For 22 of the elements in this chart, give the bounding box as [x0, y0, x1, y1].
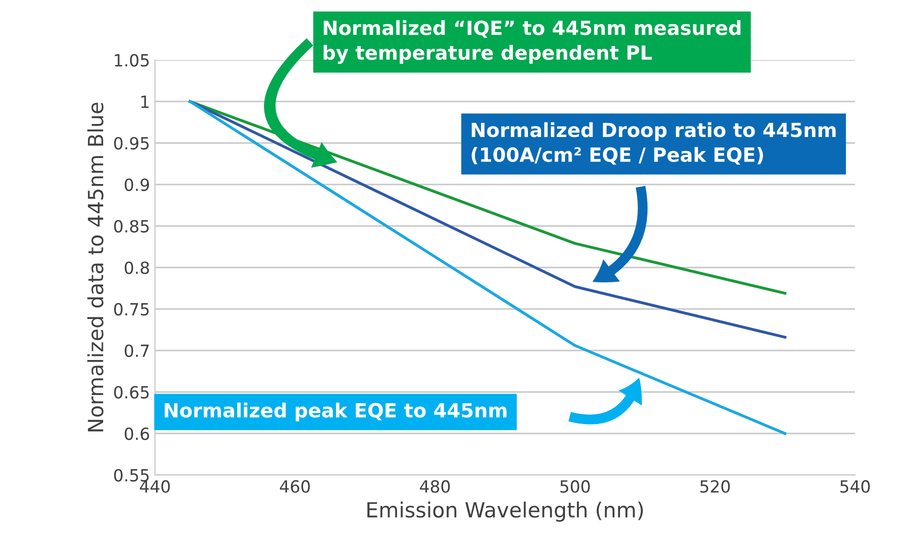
y-tick-label: 0.8	[124, 261, 149, 274]
x-tick-label: 440	[140, 480, 170, 493]
x-axis-title: Emission Wavelength (nm)	[367, 502, 643, 522]
y-tick-label: 0.85	[114, 220, 149, 233]
annotation: Normalized Droop ratio to 445nm (100A/cm² EQE / Peak EQE)	[472, 122, 836, 165]
y-tick-label: 0.9	[124, 178, 149, 192]
y-tick-label: 0.75	[114, 302, 149, 316]
y-tick-label: 0.6	[124, 427, 150, 440]
x-tick-label: 480	[420, 480, 450, 493]
y-tick-label: 1.05	[114, 54, 149, 67]
y-tick-label: 0.7	[124, 344, 149, 358]
x-tick-label: 500	[560, 480, 590, 493]
y-tick-label: 0.95	[114, 136, 149, 150]
y-axis-title: Normalized data to 445nm Blue	[87, 102, 104, 432]
x-tick-label: 460	[280, 480, 310, 493]
annotation: Normalized peak EQE to 445nm	[164, 402, 506, 422]
y-tick-label: 0.65	[114, 386, 149, 399]
x-tick-label: 520	[700, 480, 730, 493]
annotation: Normalized “IQE” to 445nm measured by temperature dependent PL	[324, 20, 740, 64]
y-tick-label: 0.55	[114, 468, 149, 482]
y-tick-label: 1	[141, 96, 149, 108]
x-tick-label: 540	[840, 480, 870, 493]
